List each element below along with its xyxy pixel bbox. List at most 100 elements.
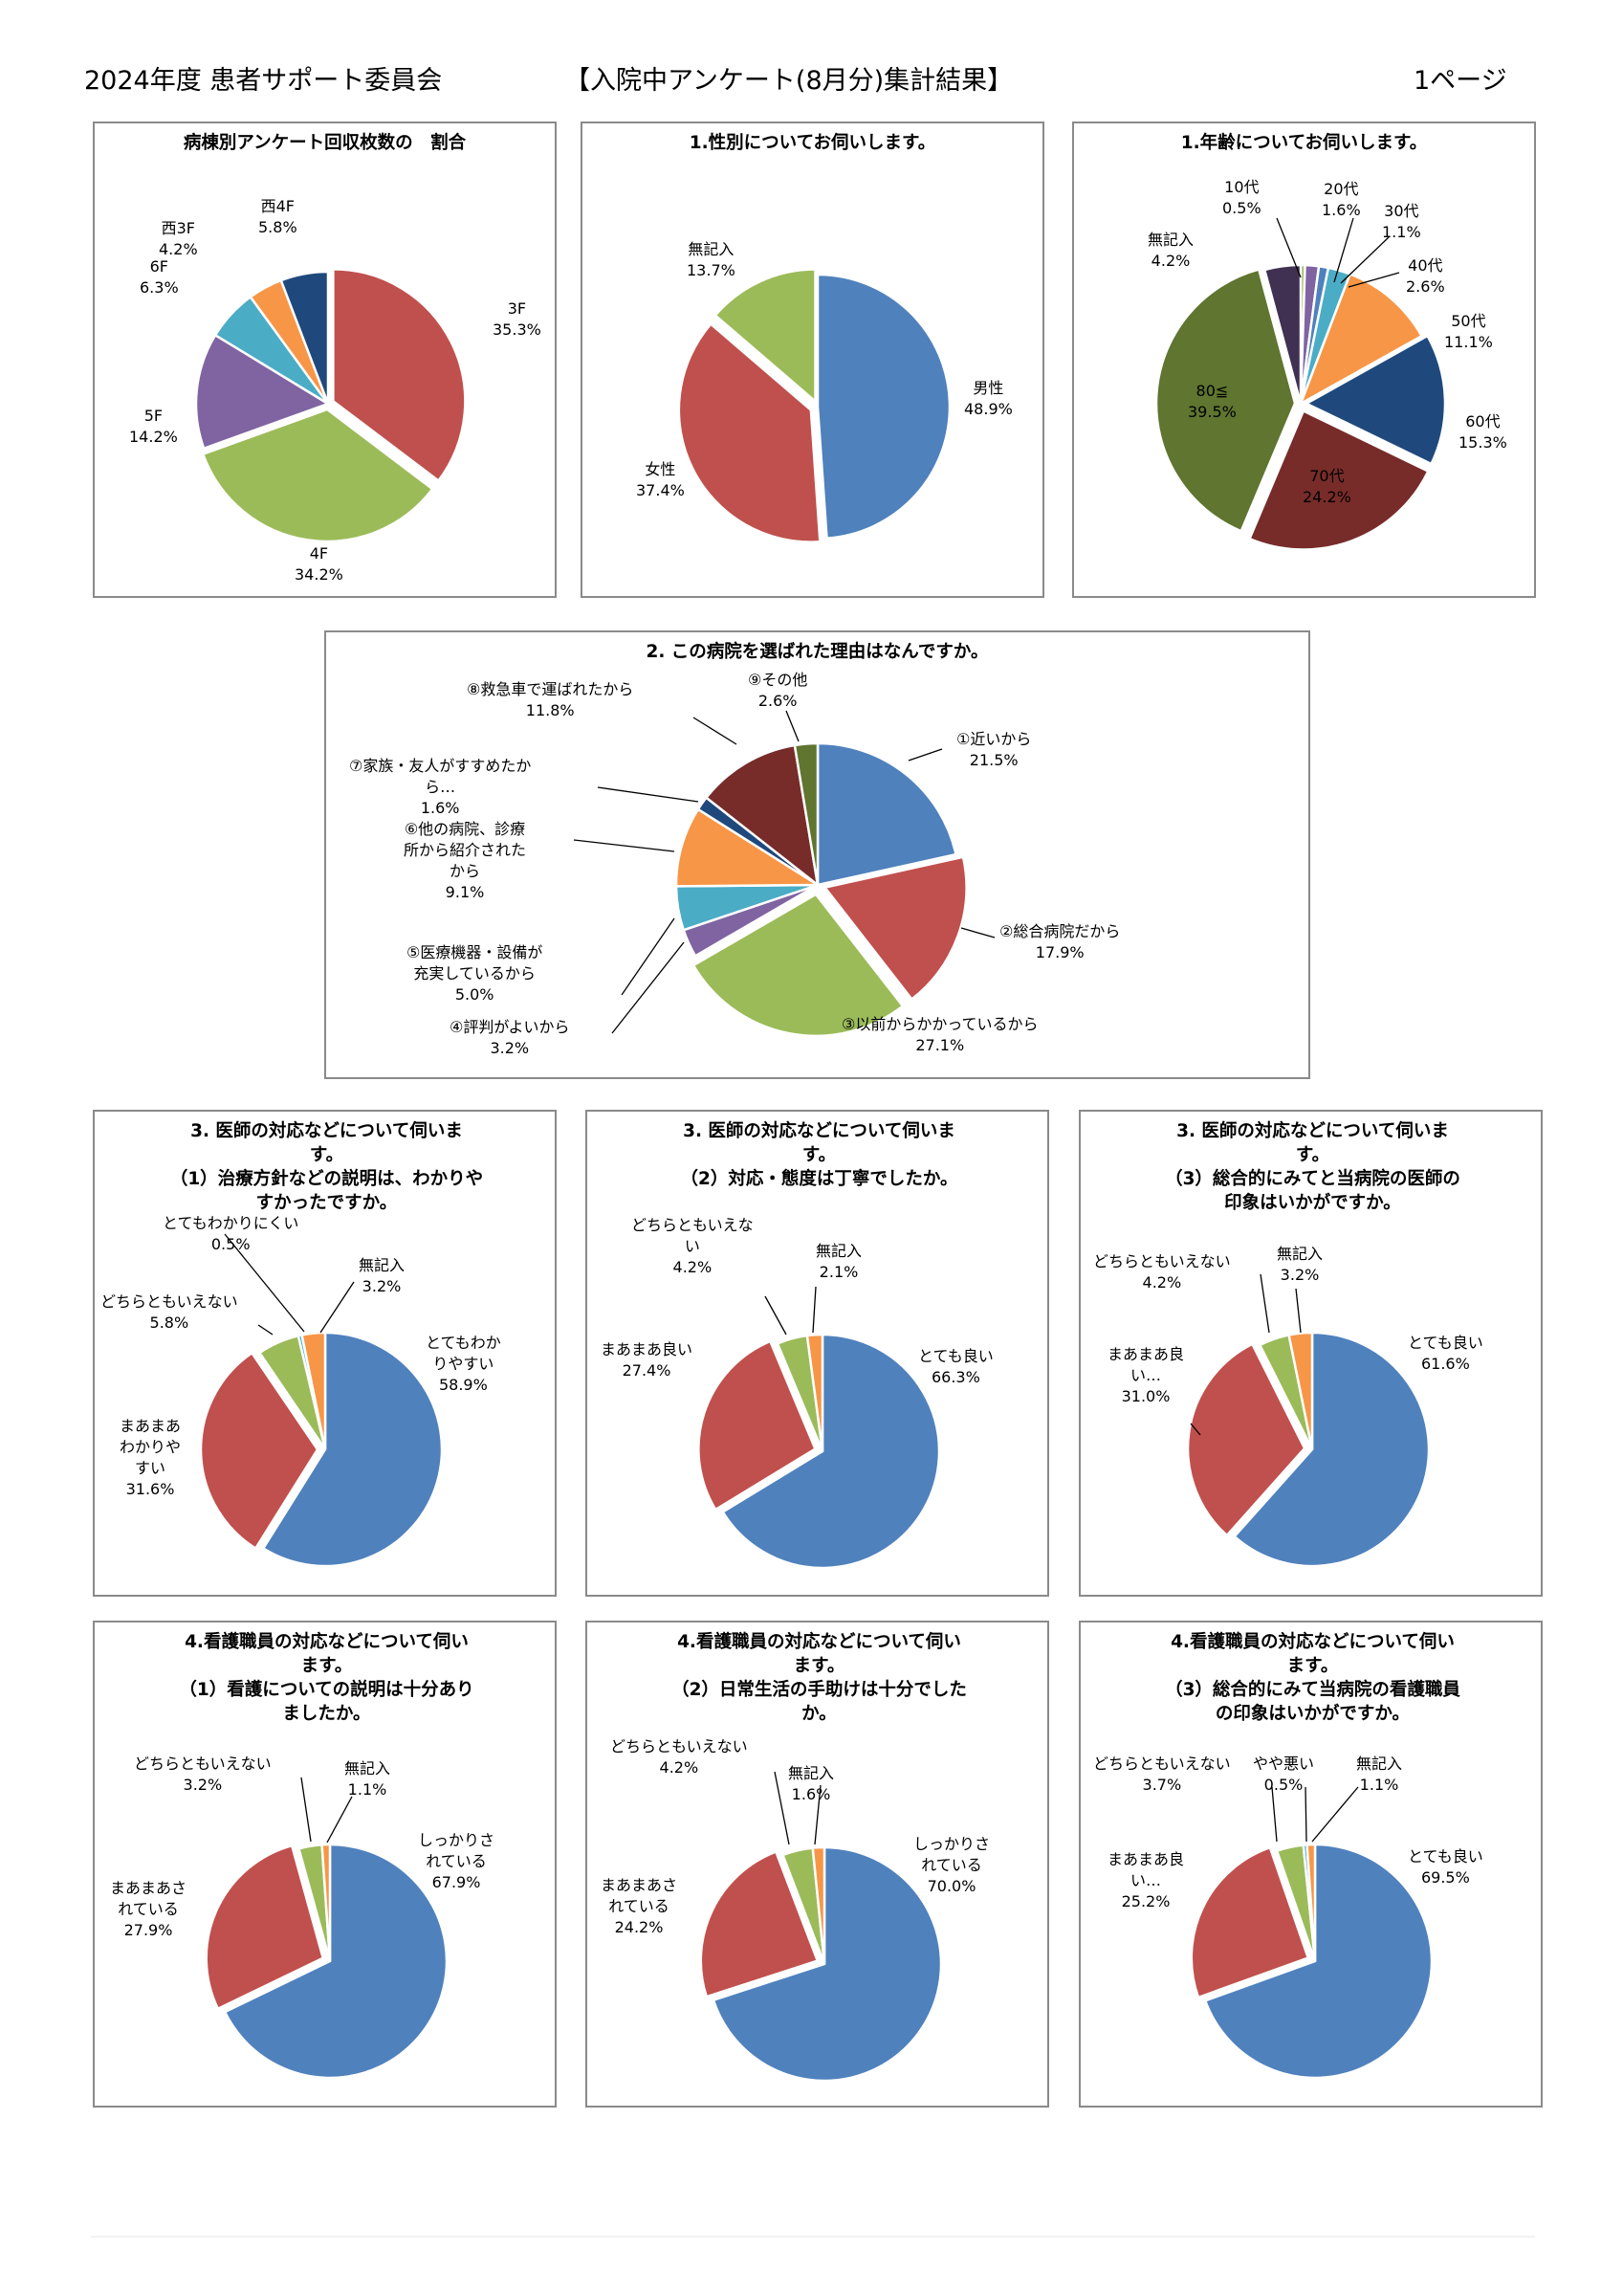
data-label-name: 40代 (1408, 256, 1443, 275)
leader-line (300, 1777, 312, 1843)
data-label: 40代 2.6% (1406, 255, 1445, 298)
data-label-value: 15.3% (1459, 433, 1507, 452)
data-label-name: 男性 (973, 379, 1004, 397)
data-label-name: まあまあさ れている (601, 1876, 678, 1915)
data-label-value: 11.8% (525, 701, 575, 719)
pie-slice-doc2-とても良い (721, 1333, 941, 1570)
data-label-value: 37.4% (636, 481, 685, 499)
data-label: ⑥他の病院、診療 所から紹介された から 9.1% (404, 819, 526, 903)
data-label-value: 4.2% (159, 240, 198, 258)
data-label-value: 6.3% (140, 278, 179, 297)
data-label-value: 17.9% (1035, 943, 1085, 961)
data-label-value: 24.2% (614, 1918, 664, 1936)
pie-slice-ward-西4F (279, 270, 330, 405)
data-label-name: どちらともいえない (610, 1737, 748, 1755)
data-label-value: 70.0% (927, 1877, 976, 1895)
leader-line (1348, 272, 1400, 288)
data-label-value: 11.1% (1444, 333, 1493, 351)
data-label-name: 無記入 (688, 240, 735, 258)
data-label-value: 24.2% (1303, 488, 1351, 506)
data-label-name: まあまあ良 い… (1108, 1850, 1185, 1889)
data-label: どちらともいえない 3.2% (134, 1754, 272, 1796)
header-left: 2024年度 患者サポート委員会 (84, 66, 443, 96)
data-label-name: 4F (309, 544, 329, 563)
header-right: 1ページ (1414, 66, 1507, 96)
pie-slice-doc1-まあまあわかりやすい (199, 1351, 319, 1551)
leader-line (1311, 1786, 1359, 1843)
pie-slice-nur3-とても良い (1203, 1843, 1434, 2080)
data-label-name: 無記入 (1356, 1755, 1403, 1773)
data-label-value: 14.2% (129, 428, 178, 446)
data-label-value: 67.9% (431, 1873, 481, 1891)
pie-slice-age-無記入 (1262, 263, 1303, 405)
data-label: 70代 24.2% (1303, 466, 1351, 508)
data-label-name: 70代 (1309, 467, 1345, 485)
leader-line (1295, 1288, 1302, 1334)
data-label-name: ⑤医療機器・設備が 充実しているから (406, 943, 543, 982)
data-label: 6F 6.3% (140, 256, 179, 298)
leader-line (1333, 217, 1354, 283)
chart-title: 1.年齢についてお伺いします。 (1180, 133, 1428, 153)
data-label: 無記入 3.2% (1277, 1244, 1323, 1286)
data-label-value: 69.5% (1420, 1868, 1470, 1887)
data-label: まあまあさ れている 27.9% (110, 1878, 186, 1941)
data-label-value: 1.6% (791, 1785, 831, 1803)
data-label-name: とても良い (1408, 1847, 1483, 1866)
data-label-value: 27.1% (915, 1036, 965, 1054)
data-label: 無記入 3.2% (359, 1255, 405, 1297)
chart-title: 4.看護職員の対応などについて伺い ます。 （3）総合的にみて当病院の看護職員 … (1165, 1632, 1460, 1724)
data-label: 20代 1.6% (1322, 179, 1361, 221)
data-label-name: しっかりさ れている (418, 1831, 495, 1870)
data-label: ③以前からかかっているから 27.1% (842, 1014, 1039, 1056)
data-label-name: 20代 (1324, 180, 1359, 198)
data-label-value: 34.2% (295, 565, 343, 584)
data-label: 女性 37.4% (636, 459, 685, 501)
data-label: ⑦家族・友人がすすめたか ら… 1.6% (349, 756, 531, 819)
data-label-value: 3.2% (183, 1776, 223, 1794)
data-label-value: 3.2% (1280, 1266, 1320, 1284)
pie-slice-gender-無記入 (713, 268, 817, 405)
pie-slice-nur1-まあまあされている (205, 1843, 325, 2011)
data-label-value: 31.6% (125, 1480, 175, 1498)
data-label: 無記入 1.1% (344, 1758, 390, 1800)
data-label: まあまあ良 い… 25.2% (1108, 1849, 1184, 1912)
pie-slice-ward-4F (201, 408, 434, 543)
data-label-value: 35.3% (493, 320, 541, 339)
pie-slice-nur2-まあまあされている (699, 1849, 820, 1998)
leader-line (1340, 236, 1390, 284)
data-label: とても良い 69.5% (1408, 1846, 1483, 1888)
data-label-value: 4.2% (659, 1758, 699, 1777)
pie-slice-age-80≦ (1154, 268, 1297, 533)
data-label-name: とても良い (1408, 1334, 1483, 1352)
data-label: 4F 34.2% (295, 543, 343, 585)
pie-slice-nur1-しっかりされている (223, 1843, 449, 2080)
data-label-value: 2.1% (819, 1263, 859, 1281)
pie-slice-doc2-無記入 (805, 1333, 824, 1452)
data-label-name: ②総合病院だから (999, 922, 1121, 940)
pie-slice-nur3-まあまあ良い (1190, 1845, 1310, 1999)
data-label: やや悪い 0.5% (1253, 1754, 1314, 1796)
data-label-name: 50代 (1451, 312, 1486, 330)
leader-line (1190, 1423, 1201, 1436)
data-label-name: 30代 (1384, 202, 1419, 220)
pie-slice-age-50代 (1298, 272, 1424, 407)
data-label-value: 9.1% (445, 883, 485, 901)
pie-slice-doc1-無記入 (300, 1331, 327, 1450)
data-label-name: ⑥他の病院、診療 所から紹介された から (404, 820, 527, 880)
data-label-value: 5.8% (258, 218, 297, 236)
data-label-value: 31.0% (1121, 1387, 1171, 1405)
pie-slice-ward-3F (332, 268, 467, 483)
pie-slice-doc2-まあまあ良い (697, 1339, 817, 1512)
leader-line (1271, 1786, 1278, 1843)
chart-title: 3. 医師の対応などについて伺いま す。 （1）治療方針などの説明は、わかりや … (169, 1121, 484, 1213)
data-label: 無記入 1.1% (1356, 1754, 1402, 1796)
data-label-name: 80≦ (1195, 382, 1229, 400)
footer-divider (91, 2236, 1535, 2238)
data-label-value: 27.9% (123, 1921, 173, 1939)
data-label-name: とても良い (918, 1347, 994, 1365)
data-label: どちらともいえない 3.7% (1093, 1754, 1231, 1796)
data-label-name: ④評判がよいから (450, 1018, 570, 1036)
pie-slice-reason-⑥他の病院、診療所から紹介されたから (674, 807, 822, 888)
data-label: まあまあ良い 27.4% (601, 1339, 692, 1381)
leader-line (224, 1233, 305, 1333)
